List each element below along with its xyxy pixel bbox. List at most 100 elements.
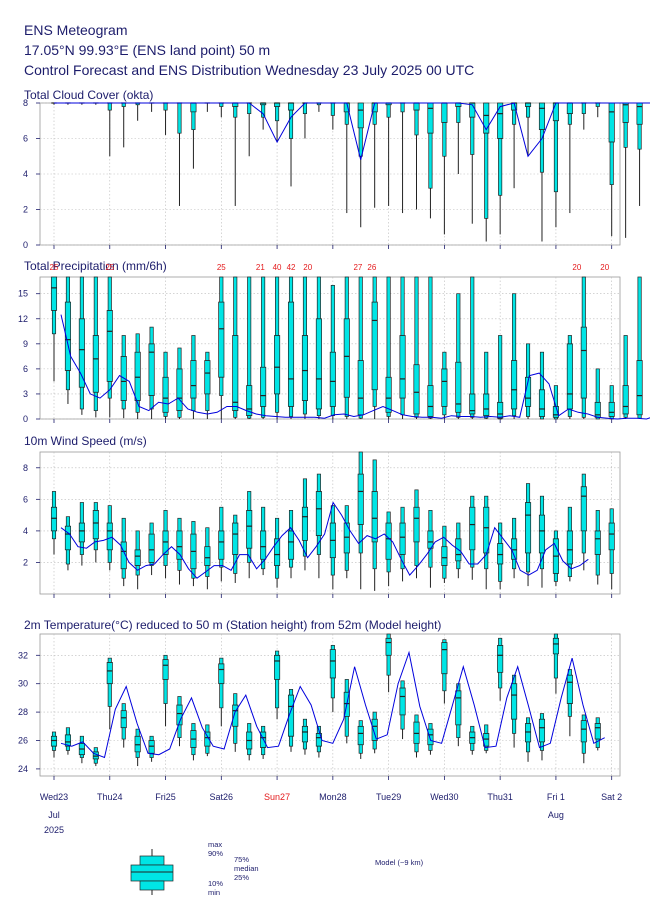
box-90-75 (330, 285, 335, 353)
box-whisker (121, 102, 127, 148)
box-whisker (329, 505, 336, 590)
box-whisker (343, 276, 350, 419)
box-whisker (301, 478, 308, 571)
box-90-75 (330, 645, 335, 650)
box-90-75 (51, 491, 57, 508)
box-75-25 (441, 368, 448, 407)
box-90-75 (358, 276, 363, 361)
box-whisker (260, 276, 267, 419)
box-25-10 (121, 727, 126, 740)
box-whisker (329, 285, 336, 419)
box-whisker (455, 293, 462, 419)
box-whisker (357, 276, 364, 419)
control-forecast-line (60, 314, 650, 420)
legend-p10: 10% (208, 879, 223, 888)
meteogram-title: ENS Meteogram (24, 22, 128, 38)
box-whisker (287, 510, 295, 579)
control-forecast-line (60, 650, 605, 759)
box-25-10 (567, 563, 572, 577)
box-75-25 (50, 276, 58, 311)
y-tick-label: 6 (23, 494, 28, 504)
box-25-10 (205, 745, 210, 754)
box-75-25 (622, 102, 629, 123)
box-whisker (50, 276, 58, 382)
box-25-10 (442, 673, 447, 692)
box-75-25 (566, 343, 573, 410)
box-whisker (106, 276, 113, 418)
y-tick-label: 0 (23, 240, 28, 250)
box-25-10 (288, 735, 294, 747)
box-whisker (441, 351, 448, 419)
box-25-10 (372, 389, 377, 407)
box-whisker (50, 491, 58, 555)
box-25-10 (539, 129, 545, 173)
box-75-25 (538, 514, 546, 554)
box-25-10 (498, 138, 503, 196)
box-25-10 (135, 751, 140, 758)
box-90-75 (149, 326, 154, 345)
box-whisker (134, 102, 141, 121)
box-whisker (162, 351, 169, 419)
box-whisker (566, 102, 573, 214)
y-tick-label: 28 (18, 707, 28, 717)
box-90-75 (135, 728, 140, 737)
box-whisker (232, 693, 239, 752)
box-25-10 (442, 406, 447, 416)
box-whisker (608, 102, 615, 237)
box-whisker (538, 102, 546, 242)
box-75-25 (260, 530, 267, 560)
box-90-75 (191, 521, 196, 535)
box-90-75 (456, 522, 461, 540)
box-90-75 (623, 335, 628, 386)
box-25-10 (414, 742, 419, 753)
box-whisker (566, 335, 573, 419)
day-label: Fri25 (155, 792, 176, 802)
box-whisker (260, 506, 267, 576)
box-75-25 (399, 335, 406, 399)
box-75-25 (622, 385, 629, 415)
box-90-75 (191, 335, 196, 361)
day-label: Sun27 (264, 792, 290, 802)
box-whisker (538, 495, 546, 588)
y-tick-label: 0 (23, 414, 28, 424)
box-90-75 (163, 654, 168, 660)
box-75-25 (552, 102, 559, 122)
box-whisker (441, 102, 448, 235)
box-whisker (483, 351, 490, 419)
box-whisker (190, 335, 197, 419)
plot-frame (39, 276, 621, 420)
box-whisker (441, 525, 448, 583)
box-25-10 (65, 745, 70, 751)
box-90-75 (302, 718, 307, 727)
box-25-10 (121, 400, 126, 410)
box-75-25 (525, 723, 532, 743)
box-25-10 (358, 127, 363, 157)
box-90-75 (149, 735, 154, 741)
box-75-25 (399, 522, 406, 555)
legend-p25: 25% (234, 873, 249, 882)
day-label: Wed30 (430, 792, 458, 802)
box-75-25 (232, 335, 239, 411)
box-90-75 (93, 502, 98, 511)
box-25-10 (233, 410, 238, 418)
box-75-25 (357, 102, 364, 129)
box-whisker (525, 483, 532, 587)
box-whisker (413, 102, 420, 210)
box-25-10 (191, 747, 196, 756)
box-25-10 (219, 376, 224, 396)
box-25-10 (330, 677, 335, 699)
box-whisker (148, 735, 155, 762)
box-whisker (301, 718, 308, 755)
box-25-10 (247, 102, 252, 114)
box-whisker (232, 102, 239, 206)
box-90-75 (247, 491, 252, 511)
box-75-25 (78, 522, 85, 543)
box-whisker (594, 717, 601, 751)
box-25-10 (400, 102, 405, 113)
box-75-25 (385, 522, 392, 560)
box-whisker (483, 102, 490, 242)
box-whisker (441, 639, 448, 704)
box-75-25 (357, 725, 364, 746)
box-25-10 (553, 416, 558, 420)
